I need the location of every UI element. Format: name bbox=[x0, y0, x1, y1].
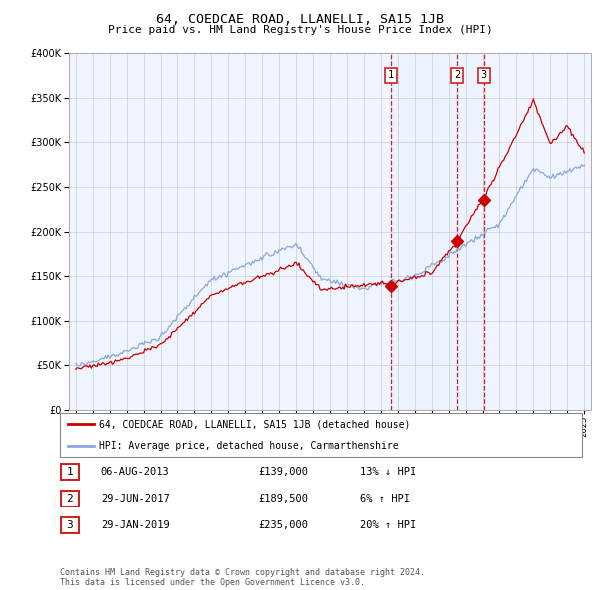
Text: £139,000: £139,000 bbox=[258, 467, 308, 477]
Text: 29-JAN-2019: 29-JAN-2019 bbox=[101, 520, 170, 530]
Text: Contains HM Land Registry data © Crown copyright and database right 2024.
This d: Contains HM Land Registry data © Crown c… bbox=[60, 568, 425, 587]
Text: 2: 2 bbox=[67, 494, 73, 503]
FancyBboxPatch shape bbox=[61, 490, 79, 506]
FancyBboxPatch shape bbox=[61, 464, 79, 480]
Text: £235,000: £235,000 bbox=[258, 520, 308, 530]
Text: 06-AUG-2013: 06-AUG-2013 bbox=[101, 467, 170, 477]
Text: Price paid vs. HM Land Registry's House Price Index (HPI): Price paid vs. HM Land Registry's House … bbox=[107, 25, 493, 35]
Text: 1: 1 bbox=[67, 467, 73, 477]
FancyBboxPatch shape bbox=[60, 413, 582, 457]
Text: 20% ↑ HPI: 20% ↑ HPI bbox=[360, 520, 416, 530]
Text: 13% ↓ HPI: 13% ↓ HPI bbox=[360, 467, 416, 477]
Text: 2: 2 bbox=[454, 70, 460, 80]
Text: 3: 3 bbox=[481, 70, 487, 80]
Text: £189,500: £189,500 bbox=[258, 494, 308, 503]
Text: 29-JUN-2017: 29-JUN-2017 bbox=[101, 494, 170, 503]
FancyBboxPatch shape bbox=[61, 517, 79, 533]
Text: 1: 1 bbox=[388, 70, 394, 80]
Text: 64, COEDCAE ROAD, LLANELLI, SA15 1JB: 64, COEDCAE ROAD, LLANELLI, SA15 1JB bbox=[156, 13, 444, 26]
Text: 3: 3 bbox=[67, 520, 73, 530]
Text: 64, COEDCAE ROAD, LLANELLI, SA15 1JB (detached house): 64, COEDCAE ROAD, LLANELLI, SA15 1JB (de… bbox=[99, 419, 410, 429]
Bar bbox=[391, 53, 484, 410]
Text: HPI: Average price, detached house, Carmarthenshire: HPI: Average price, detached house, Carm… bbox=[99, 441, 399, 451]
Text: 6% ↑ HPI: 6% ↑ HPI bbox=[360, 494, 410, 503]
